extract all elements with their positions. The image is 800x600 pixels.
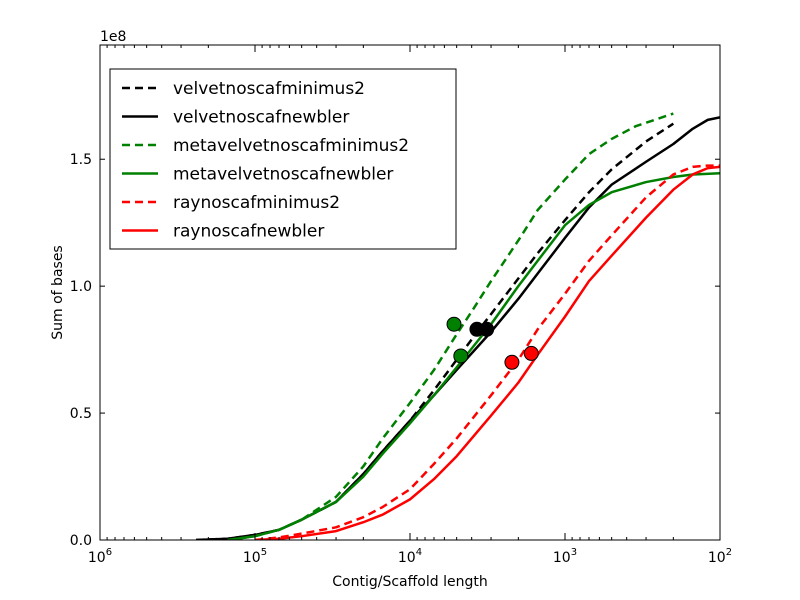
y-axis-label: Sum of bases (50, 245, 66, 339)
series-line-velvetnoscafminimus2 (196, 122, 675, 540)
y-tick-label: 0.0 (70, 533, 92, 549)
marker-raynoscafnewbler (523, 345, 539, 361)
legend-frame (109, 68, 457, 250)
y-tick-label: 0.5 (70, 406, 92, 422)
legend-label: velvetnoscafminimus2 (173, 79, 365, 99)
x-tick-label: 105 (243, 547, 267, 566)
marker-raynoscafminimus2 (504, 354, 520, 370)
plot-area (196, 112, 720, 540)
legend: velvetnoscafminimus2 velvetnoscafnewbler m… (109, 68, 457, 250)
legend-label: metavelvetnoscafnewbler (173, 165, 393, 185)
y-tick-label: 1.0 (70, 279, 92, 295)
series-lines (196, 112, 720, 540)
series-markers (446, 316, 539, 370)
y-scale-note: 1e8 (100, 29, 126, 45)
axes: 0.0 0.5 1.0 1.5 106 105 104 103 102 (70, 44, 732, 566)
legend-label: raynoscafnewbler (173, 222, 324, 242)
marker-metavelvetnoscafminimus2 (446, 316, 462, 332)
x-tick-label: 102 (708, 547, 732, 566)
x-tick-label: 106 (88, 547, 112, 566)
legend-label: raynoscafminimus2 (173, 193, 340, 213)
series-line-raynoscafminimus2 (254, 164, 720, 540)
legend-label: metavelvetnoscafminimus2 (173, 136, 409, 156)
x-tick-label: 103 (553, 547, 577, 566)
marker-velvetnoscafnewbler (479, 321, 495, 337)
legend-label: velvetnoscafnewbler (173, 108, 349, 128)
x-tick-label: 104 (398, 547, 422, 566)
x-axis-label: Contig/Scaffold length (332, 574, 487, 590)
series-line-raynoscafnewbler (254, 165, 720, 540)
y-tick-label: 1.5 (70, 152, 92, 168)
marker-metavelvetnoscafnewbler (453, 348, 469, 364)
series-line-metavelvetnoscafnewbler (227, 171, 720, 540)
